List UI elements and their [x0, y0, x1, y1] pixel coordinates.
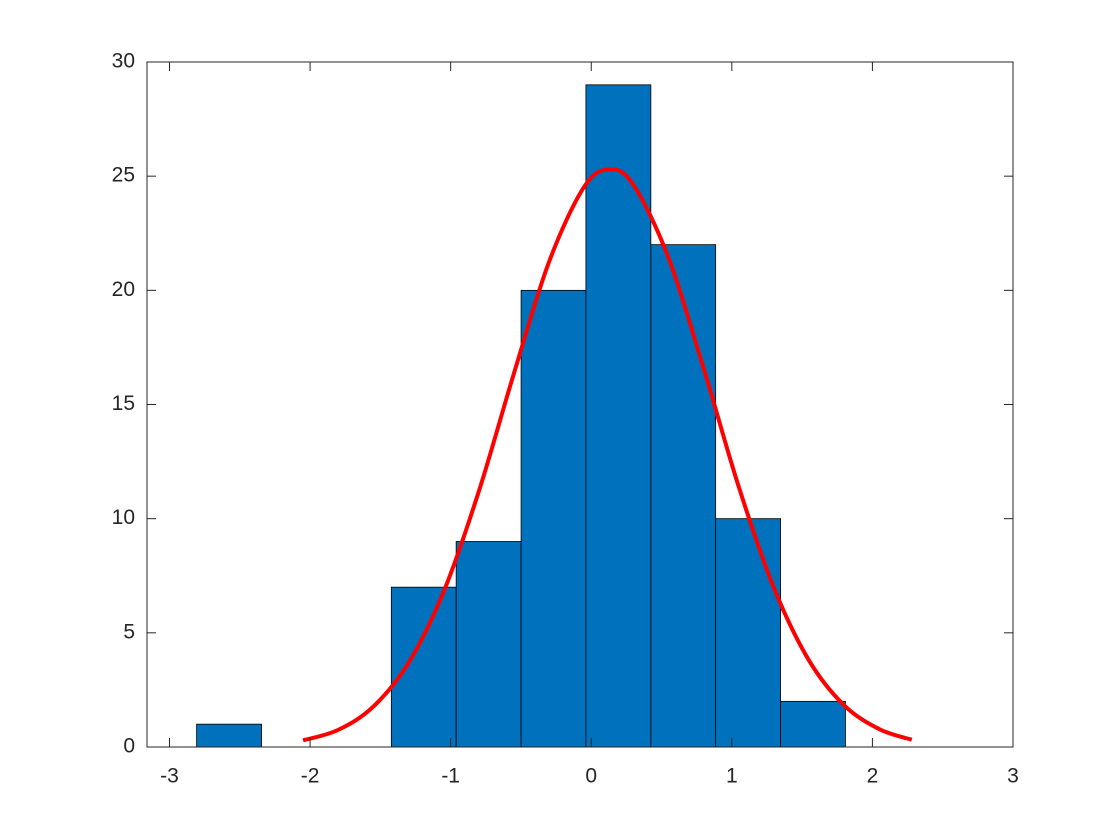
- x-tick-label: 0: [585, 765, 597, 788]
- x-tick-label: 1: [726, 765, 738, 788]
- histogram-bar: [390, 586, 457, 748]
- histogram-bar: [520, 289, 587, 748]
- y-tick-label: 0: [123, 735, 135, 758]
- y-tick-label: 30: [112, 50, 135, 73]
- histogram-bar: [455, 541, 522, 748]
- x-tick-label: 3: [1007, 765, 1019, 788]
- y-tick-label: 5: [123, 620, 135, 643]
- fit-curve: [302, 167, 913, 743]
- histogram-bar: [715, 518, 782, 748]
- x-tick-label: -2: [301, 765, 320, 788]
- x-tick-label: 2: [867, 765, 879, 788]
- y-tick-label: 10: [112, 506, 135, 529]
- histogram-bar: [780, 700, 846, 748]
- y-tick-label: 20: [112, 278, 135, 301]
- histogram-bar: [650, 244, 717, 748]
- histogram-bar: [196, 723, 262, 748]
- y-tick-label: 15: [112, 392, 135, 415]
- y-tick-label: 25: [112, 164, 135, 187]
- x-tick-label: -1: [441, 765, 460, 788]
- histogram-bar: [585, 84, 652, 748]
- x-tick-label: -3: [160, 765, 179, 788]
